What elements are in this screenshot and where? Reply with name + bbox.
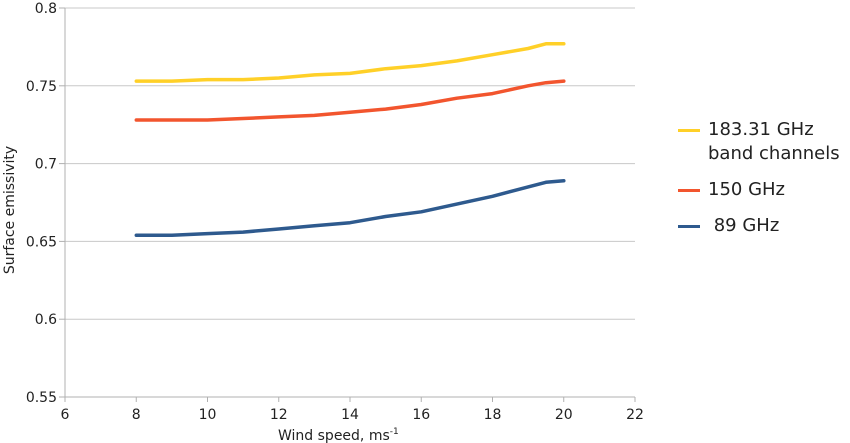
x-tick-label-8: 22: [626, 407, 644, 423]
x-axis-title-text: Wind speed, ms: [278, 428, 390, 443]
y-tick-label-3: 0.7: [35, 157, 57, 173]
y-axis-title: Surface emissivity: [2, 146, 18, 274]
legend-swatch-0: [678, 129, 700, 132]
y-tick-label-4: 0.75: [26, 79, 57, 95]
y-tick-label-0: 0.55: [26, 390, 57, 406]
y-tick-label-2: 0.65: [26, 234, 57, 250]
x-axis-title: Wind speed, ms-1: [278, 427, 399, 443]
legend-item-0: 183.31 GHz band channels: [678, 118, 850, 166]
x-tick-label-1: 8: [132, 407, 141, 423]
legend-item-1: 150 GHz: [678, 178, 850, 202]
x-tick-label-4: 14: [341, 407, 359, 423]
x-tick-label-5: 16: [412, 407, 430, 423]
legend-swatch-1: [678, 189, 700, 192]
y-tick-label-1: 0.6: [35, 312, 57, 328]
legend-swatch-2: [678, 225, 700, 228]
series-lines: [134, 42, 566, 237]
y-tick-label-5: 0.8: [35, 1, 57, 17]
grid-lines: [59, 7, 635, 398]
legend-label-1: 150 GHz: [708, 179, 786, 200]
y-tick-labels: 0.55 0.6 0.65 0.7 0.75 0.8: [26, 1, 57, 406]
x-axis-title-superscript: -1: [390, 427, 399, 437]
x-tick-labels: 6 8 10 12 14 16 18 20 22: [61, 407, 644, 423]
x-tick-label-3: 12: [270, 407, 288, 423]
legend-label-0: 183.31 GHz band channels: [708, 119, 840, 164]
series-line-2: [134, 178, 566, 237]
x-tick-label-2: 10: [199, 407, 217, 423]
x-tick-label-6: 18: [484, 407, 502, 423]
axes: [64, 8, 636, 402]
legend-item-2: 89 GHz: [678, 214, 850, 238]
series-line-1: [134, 79, 566, 122]
x-tick-label-0: 6: [61, 407, 70, 423]
x-tick-label-7: 20: [555, 407, 573, 423]
legend-label-2: 89 GHz: [708, 215, 780, 236]
legend: 183.31 GHz band channels 150 GHz 89 GHz: [678, 118, 850, 250]
series-line-0: [134, 42, 566, 83]
